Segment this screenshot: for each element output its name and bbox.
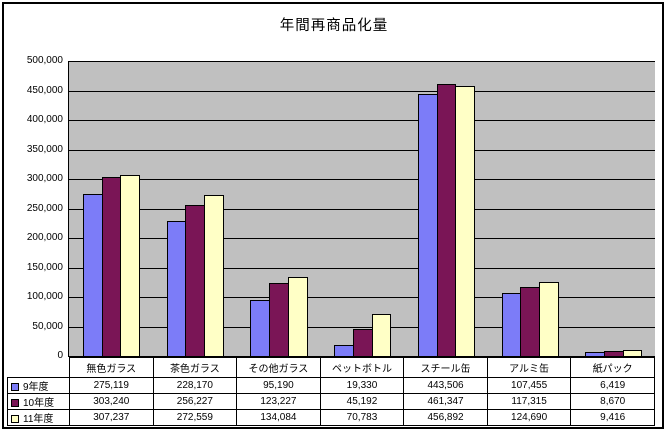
value-cell: 70,783 bbox=[319, 409, 405, 426]
legend-swatch-icon bbox=[11, 383, 19, 391]
table-corner-cell bbox=[7, 357, 70, 378]
y-axis-tick-label: 100,000 bbox=[26, 291, 63, 302]
bar bbox=[417, 94, 438, 356]
gridline bbox=[69, 208, 655, 210]
bar bbox=[250, 300, 271, 356]
gridline bbox=[69, 179, 655, 180]
value-cell: 256,227 bbox=[152, 393, 238, 410]
gridline bbox=[69, 238, 655, 239]
category-header-cell: ペットボトル bbox=[319, 357, 405, 378]
value-cell: 8,670 bbox=[570, 393, 655, 410]
y-axis-tick-label: 150,000 bbox=[26, 261, 63, 273]
y-axis-tick-label: 500,000 bbox=[26, 55, 63, 66]
bar bbox=[185, 205, 206, 356]
legend-cell: 10年度 bbox=[7, 393, 70, 410]
value-cell: 124,690 bbox=[486, 409, 572, 426]
bar bbox=[204, 195, 224, 356]
value-cell: 275,119 bbox=[69, 377, 154, 394]
value-cell: 95,190 bbox=[236, 377, 321, 394]
value-cell: 456,892 bbox=[403, 409, 488, 426]
bar bbox=[269, 283, 289, 356]
value-cell: 107,455 bbox=[486, 377, 572, 394]
gridline bbox=[69, 149, 655, 151]
category-header-cell: 無色ガラス bbox=[69, 357, 154, 378]
series-name: 11年度 bbox=[23, 414, 54, 425]
y-axis-tick-label: 450,000 bbox=[26, 84, 63, 96]
category-header-cell: アルミ缶 bbox=[486, 357, 572, 378]
value-cell: 307,237 bbox=[69, 409, 154, 426]
table-row: 9年度 275,119 228,170 95,190 19,330 443,506 107,… bbox=[7, 377, 655, 394]
bar bbox=[334, 345, 354, 356]
value-cell: 6,419 bbox=[570, 377, 655, 394]
gridline bbox=[69, 120, 655, 121]
category-header-cell: 茶色ガラス bbox=[152, 357, 238, 378]
value-cell: 272,559 bbox=[152, 409, 238, 426]
y-axis-tick-label: 200,000 bbox=[26, 232, 63, 243]
bar bbox=[287, 277, 308, 356]
legend-cell: 9年度 bbox=[7, 377, 70, 394]
bar bbox=[371, 314, 392, 356]
bar bbox=[585, 352, 605, 356]
table-row: 10年度 303,240 256,227 123,227 45,192 461,347 11… bbox=[7, 393, 655, 410]
bar bbox=[538, 282, 559, 356]
category-header-cell: その他ガラス bbox=[236, 357, 321, 378]
y-axis-tick-label: 350,000 bbox=[26, 143, 63, 155]
category-header-cell: スチール缶 bbox=[403, 357, 488, 378]
series-name: 9年度 bbox=[23, 382, 49, 393]
bar bbox=[603, 351, 624, 356]
table-header-row: 無色ガラス 茶色ガラス その他ガラス ペットボトル スチール缶 アルミ缶 紙パック bbox=[7, 357, 655, 378]
value-cell: 134,084 bbox=[236, 409, 321, 426]
y-axis-tick-label: 400,000 bbox=[26, 114, 63, 125]
bar bbox=[455, 86, 475, 356]
value-cell: 9,416 bbox=[570, 409, 655, 426]
bar bbox=[166, 221, 187, 356]
legend-swatch-icon bbox=[11, 399, 19, 407]
bar bbox=[352, 329, 373, 356]
bar bbox=[622, 350, 643, 356]
y-axis-tick-label: 50,000 bbox=[32, 320, 63, 332]
bar bbox=[501, 293, 522, 356]
legend-swatch-icon bbox=[11, 415, 19, 423]
chart-title: 年間再商品化量 bbox=[279, 18, 389, 34]
value-cell: 228,170 bbox=[152, 377, 238, 394]
series-name: 10年度 bbox=[23, 398, 55, 409]
bar bbox=[83, 194, 103, 356]
value-cell: 19,330 bbox=[319, 377, 405, 394]
y-axis-tick-label: 300,000 bbox=[26, 173, 63, 184]
category-header-cell: 紙パック bbox=[570, 357, 655, 378]
plot-area bbox=[68, 61, 655, 357]
gridline bbox=[69, 61, 655, 62]
value-cell: 123,227 bbox=[236, 393, 321, 410]
y-axis-tick-label: 0 bbox=[57, 350, 63, 361]
data-table: 無色ガラス 茶色ガラス その他ガラス ペットボトル スチール缶 アルミ缶 紙パック 9年度 27… bbox=[7, 357, 655, 426]
y-axis-tick-label: 250,000 bbox=[26, 202, 63, 214]
bar bbox=[101, 177, 122, 356]
gridline bbox=[69, 326, 655, 328]
value-cell: 117,315 bbox=[486, 393, 572, 410]
bar bbox=[520, 287, 540, 356]
bar bbox=[436, 84, 457, 356]
gridline bbox=[69, 267, 655, 269]
value-cell: 303,240 bbox=[69, 393, 154, 410]
value-cell: 45,192 bbox=[319, 393, 405, 410]
table-row: 11年度 307,237 272,559 134,084 70,783 456,892 12… bbox=[7, 409, 655, 426]
legend-cell: 11年度 bbox=[7, 409, 70, 426]
value-cell: 461,347 bbox=[403, 393, 488, 410]
gridline bbox=[69, 90, 655, 92]
value-cell: 443,506 bbox=[403, 377, 488, 394]
gridline bbox=[69, 297, 655, 298]
bar bbox=[120, 175, 141, 356]
